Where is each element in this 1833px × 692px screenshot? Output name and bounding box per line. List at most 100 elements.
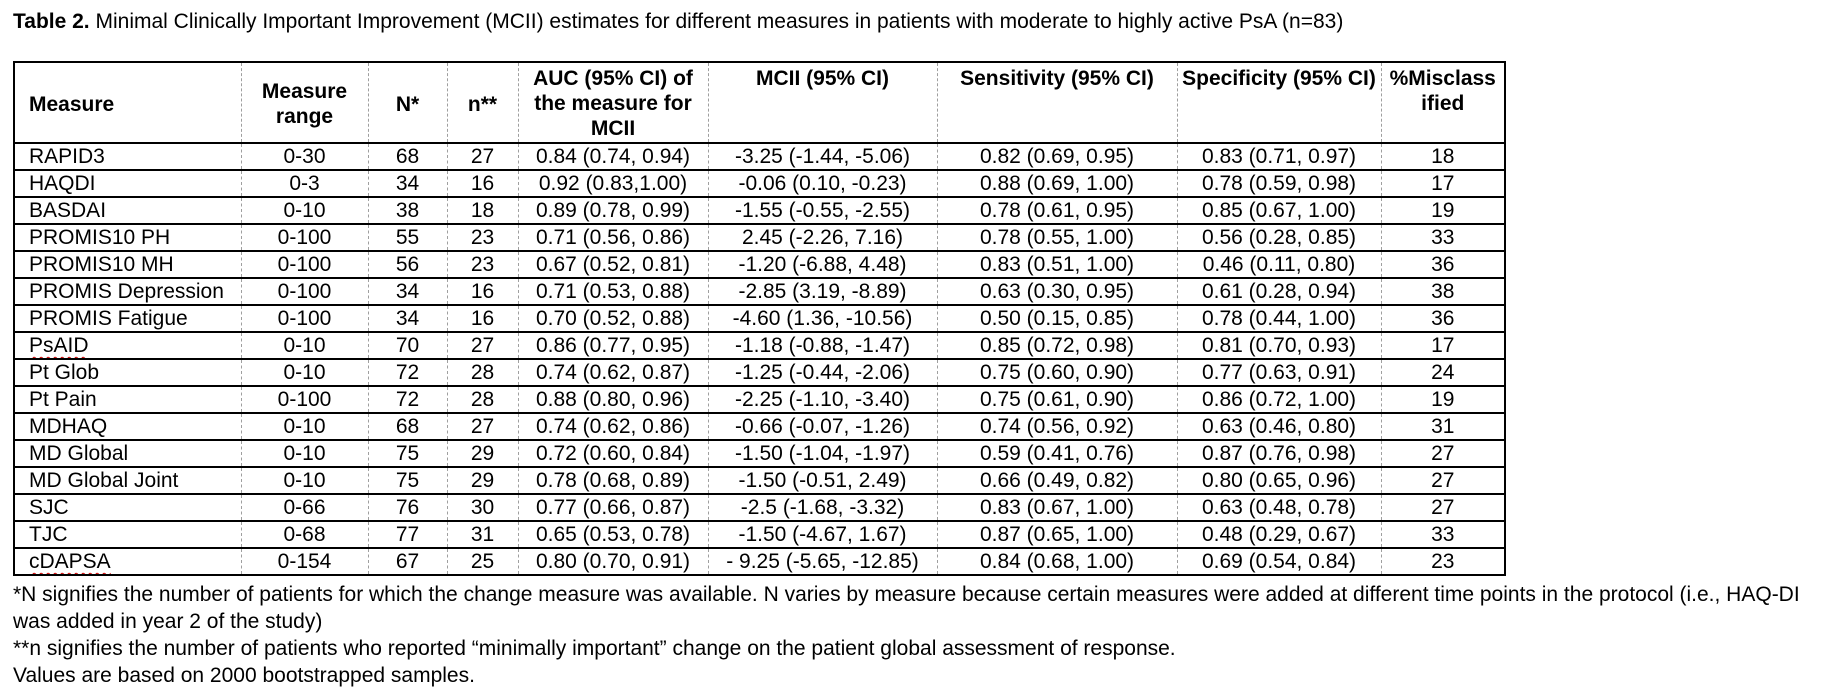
cell-text: 30 (470, 496, 495, 519)
cell-specificity: 0.86 (0.72, 1.00) (1176, 385, 1381, 413)
cell-specificity: 0.78 (0.59, 0.98) (1176, 169, 1381, 197)
cell-auc: 0.78 (0.68, 0.89) (517, 466, 708, 494)
cell-text: 25 (470, 550, 495, 573)
table-row: TJC 0-68 77 31 0.65 (0.53, 0.78) -1.50 (-4.67… (14, 520, 1505, 548)
cell-text: 0.86 (0.72, 1.00) (1201, 388, 1357, 411)
table-row: PROMIS Depression 0-100 34 16 0.71 (0.53, 0.… (14, 277, 1505, 305)
cell-mcii: -1.18 (-0.88, -1.47) (707, 331, 937, 359)
cell-misclassified: 27 (1380, 466, 1505, 494)
cell-text: 18 (1431, 145, 1455, 168)
cell-sensitivity: 0.88 (0.69, 1.00) (936, 169, 1177, 197)
cell-specificity: 0.81 (0.70, 0.93) (1176, 331, 1381, 359)
cell-text: 0.87 (0.65, 1.00) (979, 523, 1135, 546)
column-header-specificity: Specificity (95% CI) (1176, 62, 1381, 143)
table-row: HAQDI 0-3 34 16 0.92 (0.83,1.00) -0.06 (0.10,… (14, 169, 1505, 197)
cell-measure: TJC (14, 520, 241, 548)
cell-auc: 0.80 (0.70, 0.91) (517, 547, 708, 575)
cell-text: 0.83 (0.71, 0.97) (1201, 145, 1357, 168)
cell-text: 0.67 (0.52, 0.81) (535, 253, 691, 276)
cell-measure: Pt Glob (14, 358, 241, 386)
cell-range: 0-10 (240, 466, 368, 494)
cell-n: 16 (446, 277, 518, 305)
column-header-auc: AUC (95% CI) of the measure for MCII (517, 62, 708, 143)
column-header-range: Measure range (240, 62, 368, 143)
cell-specificity: 0.63 (0.46, 0.80) (1176, 412, 1381, 440)
cell-N: 68 (367, 412, 447, 440)
cell-text: 0-100 (277, 226, 332, 249)
cell-range: 0-66 (240, 493, 368, 521)
cell-mcii: -1.50 (-1.04, -1.97) (707, 439, 937, 467)
cell-text: 33 (1431, 523, 1455, 546)
table-row: PROMIS Fatigue 0-100 34 16 0.70 (0.52, 0.88)… (14, 304, 1505, 332)
cell-mcii: -0.06 (0.10, -0.23) (707, 169, 937, 197)
cell-mcii: -2.25 (-1.10, -3.40) (707, 385, 937, 413)
mcii-table: Measure Measure range N* n** AUC (95% CI) of… (13, 61, 1506, 576)
cell-text: PsAID (29, 334, 89, 357)
cell-misclassified: 33 (1380, 223, 1505, 251)
cell-text: PROMIS Fatigue (29, 307, 188, 330)
cell-text: 0-30 (283, 145, 326, 168)
cell-sensitivity: 0.78 (0.55, 1.00) (936, 223, 1177, 251)
cell-text: -1.50 (-0.51, 2.49) (738, 469, 907, 492)
cell-specificity: 0.56 (0.28, 0.85) (1176, 223, 1381, 251)
cell-text: 0.92 (0.83,1.00) (538, 172, 688, 195)
cell-sensitivity: 0.66 (0.49, 0.82) (936, 466, 1177, 494)
cell-range: 0-100 (240, 304, 368, 332)
cell-text: 19 (1431, 199, 1455, 222)
cell-text: 67 (395, 550, 420, 573)
cell-specificity: 0.77 (0.63, 0.91) (1176, 358, 1381, 386)
cell-sensitivity: 0.84 (0.68, 1.00) (936, 547, 1177, 575)
cell-text: 72 (395, 388, 420, 411)
cell-misclassified: 27 (1380, 493, 1505, 521)
cell-text: - 9.25 (-5.65, -12.85) (726, 550, 919, 573)
cell-auc: 0.86 (0.77, 0.95) (517, 331, 708, 359)
cell-range: 0-10 (240, 358, 368, 386)
table-caption-text: Minimal Clinically Important Improvement… (95, 10, 1344, 33)
cell-text: MDHAQ (29, 415, 108, 438)
cell-text: 0.84 (0.68, 1.00) (979, 550, 1135, 573)
footnote-line: **n signifies the number of patients who… (13, 637, 1176, 660)
cell-text: PROMIS Depression (29, 280, 224, 303)
cell-N: 67 (367, 547, 447, 575)
cell-text: 23 (470, 253, 495, 276)
cell-n: 29 (446, 439, 518, 467)
cell-auc: 0.92 (0.83,1.00) (517, 169, 708, 197)
cell-text: 0.65 (0.53, 0.78) (535, 523, 691, 546)
cell-n: 16 (446, 304, 518, 332)
cell-text: 0.85 (0.72, 0.98) (979, 334, 1135, 357)
cell-text: 0-10 (283, 361, 326, 384)
cell-mcii: -3.25 (-1.44, -5.06) (707, 142, 937, 170)
cell-mcii: -0.66 (-0.07, -1.26) (707, 412, 937, 440)
cell-text: 0.74 (0.62, 0.87) (535, 361, 691, 384)
cell-text: 0.61 (0.28, 0.94) (1201, 280, 1357, 303)
cell-misclassified: 24 (1380, 358, 1505, 386)
cell-text: 28 (470, 388, 495, 411)
cell-range: 0-3 (240, 169, 368, 197)
cell-specificity: 0.83 (0.71, 0.97) (1176, 142, 1381, 170)
cell-N: 34 (367, 304, 447, 332)
cell-text: 36 (1431, 307, 1455, 330)
cell-text: PROMIS10 PH (29, 226, 171, 249)
cell-text: 16 (470, 307, 495, 330)
cell-range: 0-10 (240, 412, 368, 440)
cell-auc: 0.70 (0.52, 0.88) (517, 304, 708, 332)
cell-specificity: 0.61 (0.28, 0.94) (1176, 277, 1381, 305)
cell-range: 0-100 (240, 277, 368, 305)
cell-text: -2.85 (3.19, -8.89) (738, 280, 907, 303)
cell-text: 0.56 (0.28, 0.85) (1201, 226, 1357, 249)
cell-auc: 0.71 (0.56, 0.86) (517, 223, 708, 251)
cell-text: 0.78 (0.68, 0.89) (535, 469, 691, 492)
cell-measure: cDAPSA (14, 547, 241, 575)
cell-text: 0-10 (283, 415, 326, 438)
cell-text: 68 (395, 415, 420, 438)
cell-text: 19 (1431, 388, 1455, 411)
cell-auc: 0.71 (0.53, 0.88) (517, 277, 708, 305)
cell-text: 0.86 (0.77, 0.95) (535, 334, 691, 357)
cell-text: -2.25 (-1.10, -3.40) (734, 388, 911, 411)
cell-n: 27 (446, 331, 518, 359)
column-header-N: N* (367, 62, 447, 143)
cell-text: 0.75 (0.61, 0.90) (979, 388, 1135, 411)
cell-auc: 0.89 (0.78, 0.99) (517, 196, 708, 224)
cell-text: 27 (1431, 469, 1455, 492)
cell-text: 23 (470, 226, 495, 249)
